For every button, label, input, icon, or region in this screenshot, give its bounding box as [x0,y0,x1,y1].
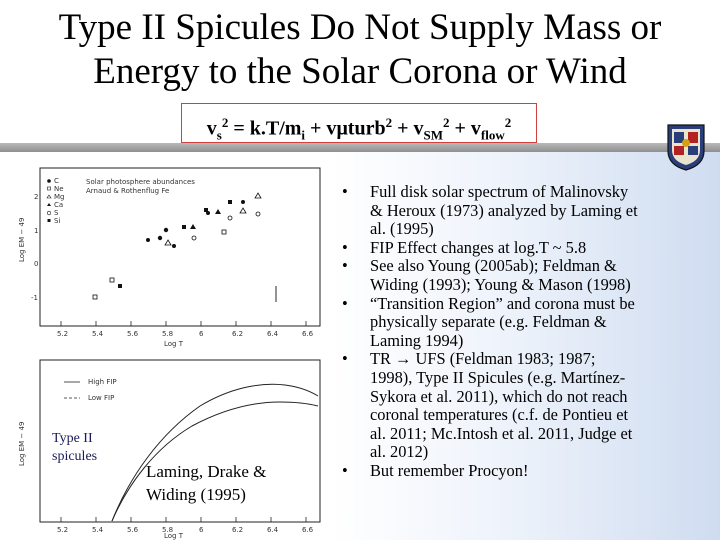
eq-sup-2b: 2 [385,115,393,130]
top-xtick-2: 5.6 [127,330,139,338]
bullet-marker: • [342,256,348,276]
figure-citation: Laming, Drake & Widing (1995) [146,460,266,506]
bottom-xtick-6: 6.4 [267,526,279,534]
bottom-xtick-4: 6 [199,526,204,534]
bullet-item-0: • Full disk solar spectrum of Malinovsky &… [342,182,712,239]
bullet-4-line-4: al. 2011; Mc.Intosh et al. 2011, Judge e… [370,423,633,443]
bottom-xtick-2: 5.6 [127,526,139,534]
eq-sub-s: s [216,127,222,143]
bullet-4-line-0: TR → UFS (Feldman 1983; 1987; [370,349,596,369]
bottom-xtick-0: 5.2 [57,526,68,534]
bullet-item-4: • TR → UFS (Feldman 1983; 1987; 1998), Typ… [342,350,712,462]
high-fip-label: High FIP [88,378,117,386]
top-ytick-0: 2 [34,193,38,201]
bullet-3-line-0: “Transition Region” and corona must be [370,293,635,313]
eq-turb: turb [347,117,386,140]
top-legend-line-2: Arnaud & Rothenflug Fe [86,187,169,195]
bullet-0-line-1: & Heroux (1973) analyzed by Laming et [370,200,638,220]
bullet-2-line-0: See also Young (2005ab); Feldman & [370,256,617,276]
eq-sup-2c: 2 [442,115,450,130]
low-fip-curve [111,401,319,522]
top-xtick-3: 5.8 [162,330,173,338]
bullet-marker: • [342,182,348,201]
eq-sub-flow: flow [480,127,505,143]
eq-kt: = k.T/m [228,117,302,140]
bullet-2-line-1: Widing (1993); Young & Mason (1998) [370,274,631,294]
legend-item-4: S [54,209,59,217]
bottom-xlabel: Log T [164,532,184,540]
bullet-item-5: • But remember Procyon! [342,460,712,481]
high-fip-curve [111,383,319,522]
eq-sub-sm: SM [423,127,443,143]
top-xtick-7: 6.6 [302,330,314,338]
header-band [0,143,720,152]
bottom-x-ticks [60,517,307,522]
top-xtick-4: 6 [199,330,204,338]
top-xtick-1: 5.4 [92,330,104,338]
slide-background-gradient [330,150,720,540]
legend-item-2: Mg [54,193,64,201]
slide-title: Type II Spicules Do Not Supply Mass or E… [0,6,720,94]
legend-item-0: C [54,177,59,185]
low-fip-label: Low FIP [88,394,114,402]
legend-item-1: Ne [54,185,64,193]
top-legend-items: C Ne Mg Ca S Si [46,177,64,225]
bullet-4-line-2: Sykora et al. 2011), which do not reach [370,386,628,406]
bullet-item-3: • “Transition Region” and corona must be p… [342,293,712,351]
top-legend-line-1: Solar photosphere abundances [86,178,195,186]
citation-line-2: Widing (1995) [146,485,246,504]
bullet-4-line-3: coronal temperatures (c.f. de Pontieu et [370,405,629,425]
eq-mu: μ [336,117,348,140]
bullet-0-line-2: al. (1995) [370,219,434,239]
eq-sup-2d: 2 [504,115,512,130]
bullet-3-line-2: Laming 1994) [370,330,464,350]
bullet-marker: • [342,293,348,313]
title-line-1: Type II Spicules Do Not Supply Mass or [58,7,662,48]
bullet-list: • Full disk solar spectrum of Malinovsky &… [342,182,712,481]
fip-emission-measure-plot-top: 5.2 5.4 5.6 5.8 6 6.2 6.4 6.6 Log T 2 1 … [18,164,328,350]
bottom-xtick-1: 5.4 [92,526,104,534]
bullet-4-line-1: 1998), Type II Spicules (e.g. Martínez- [370,367,626,387]
university-crest-logo [667,124,705,171]
bottom-xtick-3: 5.8 [162,526,173,534]
top-ytick-2: 0 [34,260,38,268]
eq-v: v [206,117,217,140]
top-ytick-1: 1 [34,227,38,235]
bullet-0-line-0: Full disk solar spectrum of Malinovsky [370,182,629,201]
eq-sup-2: 2 [221,115,229,130]
eq-plus-v: + v [305,117,337,140]
eq-sub-i: i [301,127,306,143]
bullet-item-1: • FIP Effect changes at log.T ~ 5.8 [342,237,712,258]
top-xtick-5: 6.2 [232,330,243,338]
bottom-xtick-5: 6.2 [232,526,243,534]
legend-item-3: Ca [54,201,63,209]
eq-plus-v3: + v [449,117,481,140]
type-ii-line-2: spicules [52,449,98,464]
bullet-3-line-1: physically separate (e.g. Feldman & [370,312,607,332]
bullet-marker: • [342,460,348,480]
bullet-1-line-0: FIP Effect changes at log.T ~ 5.8 [370,237,587,257]
bullet-4-line-5: al. 2012) [370,442,429,462]
top-x-ticks [60,321,307,326]
legend-item-5: Si [54,217,60,225]
bottom-ylabel: Log EM − 49 [18,422,26,466]
bullet-marker: • [342,237,348,257]
bullet-item-2: • See also Young (2005ab); Feldman & Widin… [342,257,712,294]
eq-plus-v2: + v [392,117,424,140]
top-data-points [118,200,245,288]
top-ytick-3: -1 [31,294,38,302]
citation-line-1: Laming, Drake & [146,462,267,481]
top-xlabel: Log T [164,340,184,348]
type-ii-spicules-label: Type II spicules [46,428,108,473]
top-open-points [92,192,262,300]
bullet-marker: • [342,349,348,369]
bottom-xtick-7: 6.6 [302,526,314,534]
top-ylabel: Log EM − 49 [18,218,26,262]
type-ii-line-1: Type II [52,431,93,446]
top-xtick-6: 6.4 [267,330,279,338]
bullet-5-line-0: But remember Procyon! [370,460,529,480]
title-line-2: Energy to the Solar Corona or Wind [93,51,627,92]
sound-speed-equation: vs2 = k.T/mi + vμturb2 + vSM2 + vflow2 [181,103,537,143]
top-xtick-0: 5.2 [57,330,68,338]
